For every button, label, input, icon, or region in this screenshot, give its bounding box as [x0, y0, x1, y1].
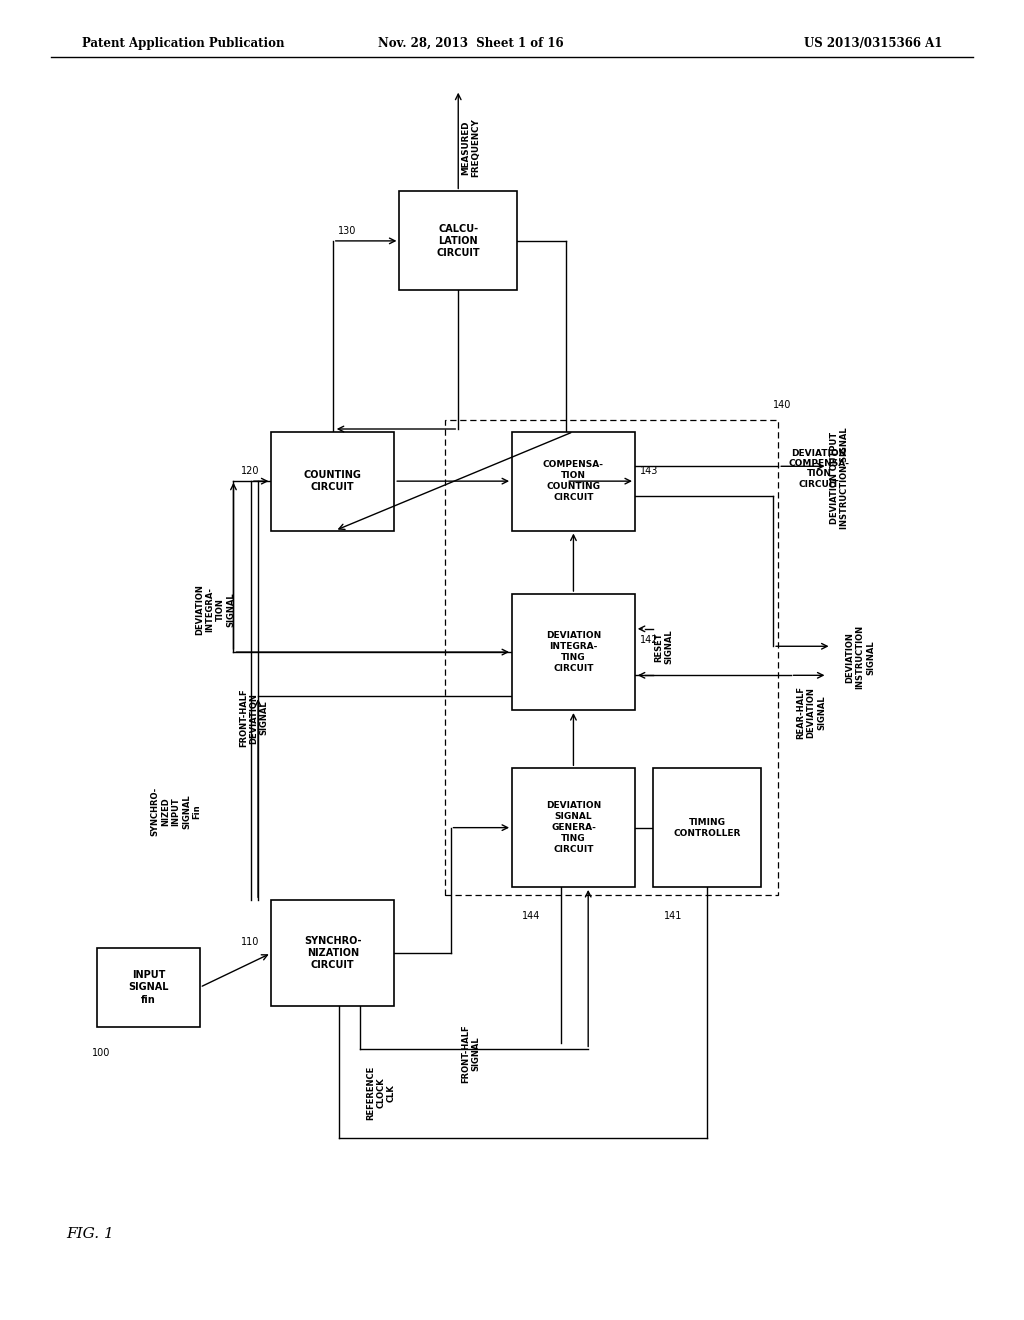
Text: FRONT-HALF
DEVIATION
SIGNAL: FRONT-HALF DEVIATION SIGNAL [239, 689, 269, 747]
Text: Patent Application Publication: Patent Application Publication [82, 37, 285, 50]
Bar [512, 594, 635, 710]
Text: TIMING
CONTROLLER: TIMING CONTROLLER [674, 817, 740, 838]
Text: COUNTING
CIRCUIT: COUNTING CIRCUIT [304, 470, 361, 492]
Text: Nov. 28, 2013  Sheet 1 of 16: Nov. 28, 2013 Sheet 1 of 16 [378, 37, 564, 50]
Text: 120: 120 [241, 466, 259, 477]
Text: DEVIATION
INTEGRA-
TION
SIGNAL: DEVIATION INTEGRA- TION SIGNAL [195, 585, 236, 635]
Text: 144: 144 [522, 911, 541, 921]
Text: 100: 100 [92, 1048, 111, 1059]
Text: DEVIATION
SIGNAL
GENERA-
TING
CIRCUIT: DEVIATION SIGNAL GENERA- TING CIRCUIT [546, 801, 601, 854]
Text: 130: 130 [338, 226, 356, 236]
Text: INPUT
SIGNAL
fin: INPUT SIGNAL fin [128, 970, 169, 1005]
Text: COMPENSA-
TION
COUNTING
CIRCUIT: COMPENSA- TION COUNTING CIRCUIT [543, 459, 604, 503]
Text: DEVIATION
COMPENSA-
TION
CIRCUIT: DEVIATION COMPENSA- TION CIRCUIT [788, 449, 850, 488]
Text: DEVIATION
INSTRUCTION
SIGNAL: DEVIATION INSTRUCTION SIGNAL [845, 626, 876, 689]
Text: FIG. 1: FIG. 1 [67, 1228, 115, 1241]
Text: US 2013/0315366 A1: US 2013/0315366 A1 [804, 37, 942, 50]
Text: CALCU-
LATION
CIRCUIT: CALCU- LATION CIRCUIT [436, 223, 480, 259]
Bar [512, 432, 635, 531]
Text: DEVIATION
INTEGRA-
TING
CIRCUIT: DEVIATION INTEGRA- TING CIRCUIT [546, 631, 601, 673]
Text: REAR-HALF
DEVIATION
SIGNAL: REAR-HALF DEVIATION SIGNAL [796, 686, 826, 739]
Bar [653, 768, 761, 887]
Text: 141: 141 [664, 911, 682, 921]
Text: 140: 140 [773, 400, 792, 411]
Text: DEVIATION OUTPUT
INSTRUCTION SIGNAL: DEVIATION OUTPUT INSTRUCTION SIGNAL [830, 428, 849, 528]
Text: RESET
SIGNAL: RESET SIGNAL [654, 630, 673, 664]
Bar [399, 191, 517, 290]
Text: 143: 143 [640, 466, 658, 477]
Text: 110: 110 [241, 937, 259, 948]
Text: MEASURED
FREQUENCY: MEASURED FREQUENCY [462, 119, 480, 177]
Text: 142: 142 [640, 635, 658, 645]
Text: SYNCHRO-
NIZED
INPUT
SIGNAL
Fin: SYNCHRO- NIZED INPUT SIGNAL Fin [151, 787, 202, 837]
Bar [445, 420, 778, 895]
Text: FRONT-HALF
SIGNAL: FRONT-HALF SIGNAL [462, 1024, 480, 1082]
Bar [271, 900, 394, 1006]
Bar [97, 948, 200, 1027]
Bar [271, 432, 394, 531]
Bar [512, 768, 635, 887]
Text: REFERENCE
CLOCK
CLK: REFERENCE CLOCK CLK [366, 1065, 396, 1121]
Text: SYNCHRO-
NIZATION
CIRCUIT: SYNCHRO- NIZATION CIRCUIT [304, 936, 361, 970]
